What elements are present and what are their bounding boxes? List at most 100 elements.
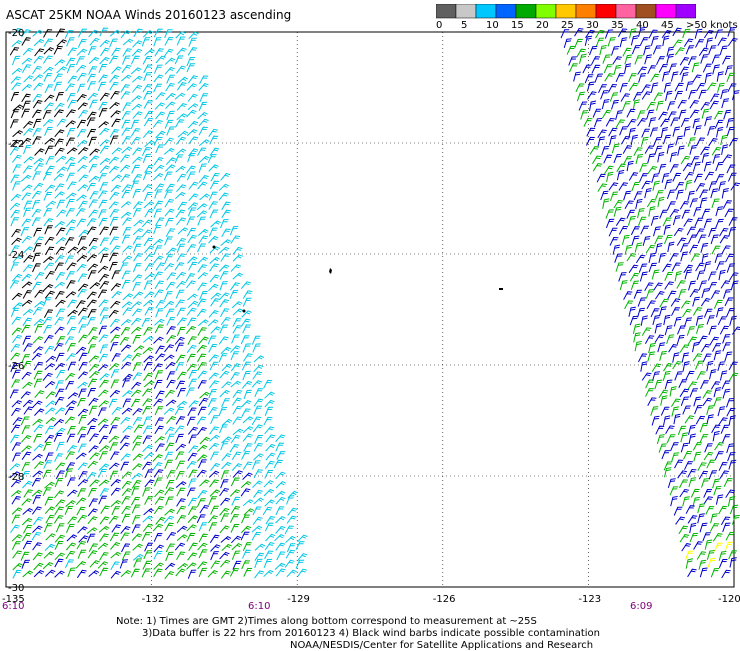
wind-barb [99,139,111,147]
wind-barb [22,100,31,110]
wind-barb [229,567,240,577]
wind-barb [143,452,155,460]
wind-barb [187,103,199,110]
wind-barb [44,184,56,193]
time-label: 6:10 [2,601,24,610]
wind-barb [220,535,232,543]
wind-barb [66,92,76,102]
wind-barb [144,496,154,505]
wind-barb [88,136,97,147]
wind-barb [199,504,210,514]
wind-barb [692,496,700,508]
wind-barb [78,200,88,210]
wind-barb [54,396,65,406]
wind-barb [718,417,728,426]
wind-barb [66,477,76,487]
wind-barb [230,380,242,388]
wind-barb [633,147,643,156]
wind-barb [166,371,176,381]
wind-barb [241,450,251,460]
wind-barb [43,208,53,217]
wind-barb [144,253,155,262]
wind-barb [594,73,603,83]
wind-barb [121,407,133,415]
wind-barb [98,400,109,408]
wind-barb [655,425,665,435]
wind-barb [624,54,633,65]
wind-barb [131,75,143,83]
wind-barb [208,354,219,363]
wind-barb [593,118,603,128]
wind-barb [624,200,634,210]
wind-barb [637,297,647,307]
wind-barb [154,48,164,57]
wind-barb [710,381,721,390]
wind-barb [88,570,100,577]
wind-barb [647,65,657,75]
wind-barb [276,551,286,561]
wind-barb [692,296,700,307]
wind-barb [664,325,673,336]
wind-barb [646,198,657,208]
wind-barb [153,568,163,578]
wind-barb [644,54,652,65]
wind-barb [197,370,208,379]
wind-barb [45,391,56,399]
wind-barb [199,436,210,445]
wind-barb [684,269,693,280]
wind-barb [679,200,690,210]
wind-barb [697,503,706,514]
wind-barb [677,145,685,156]
wind-barb [108,435,120,443]
wind-barb [121,184,132,193]
wind-barb [186,57,196,67]
wind-barb [251,380,263,388]
wind-barb [86,291,97,300]
wind-barb [695,262,705,272]
wind-barb [99,92,110,101]
wind-barb [176,103,187,111]
wind-barb [641,91,652,100]
wind-barb [662,35,670,47]
wind-barb [230,477,240,487]
wind-barb [297,553,308,562]
wind-barb [20,551,30,561]
wind-barb [130,496,141,506]
wind-barb [165,92,176,101]
wind-barb [196,454,208,462]
wind-barb [67,326,77,336]
wind-barb [131,533,143,541]
wind-barb [210,298,220,307]
wind-barb [44,262,55,271]
wind-barb [644,282,654,291]
wind-barb [141,219,153,228]
wind-barb [613,206,622,217]
wind-barb [188,478,197,488]
wind-barb [75,208,86,217]
wind-barb [109,442,119,452]
wind-barb [684,171,694,181]
wind-barb [11,228,21,238]
wind-barb [640,361,648,372]
wind-barb [654,334,665,343]
wind-barb [153,255,164,264]
wind-barb [243,567,253,577]
wind-barb [694,217,704,227]
wind-barb [721,434,731,444]
wind-barb [97,364,109,372]
wind-barb [728,550,737,560]
wind-barb [155,345,165,355]
wind-barb [21,518,33,526]
wind-barb [65,57,76,67]
wind-barb [613,153,622,164]
wind-barb [109,363,120,371]
wind-barb [31,208,42,218]
wind-barb [707,271,717,281]
wind-barb [705,37,713,48]
wind-barb [726,407,736,417]
wind-barb [695,39,705,48]
wind-barb [635,254,646,264]
wind-barb [33,443,44,452]
wind-barb [696,82,706,92]
wind-barb [55,462,66,471]
